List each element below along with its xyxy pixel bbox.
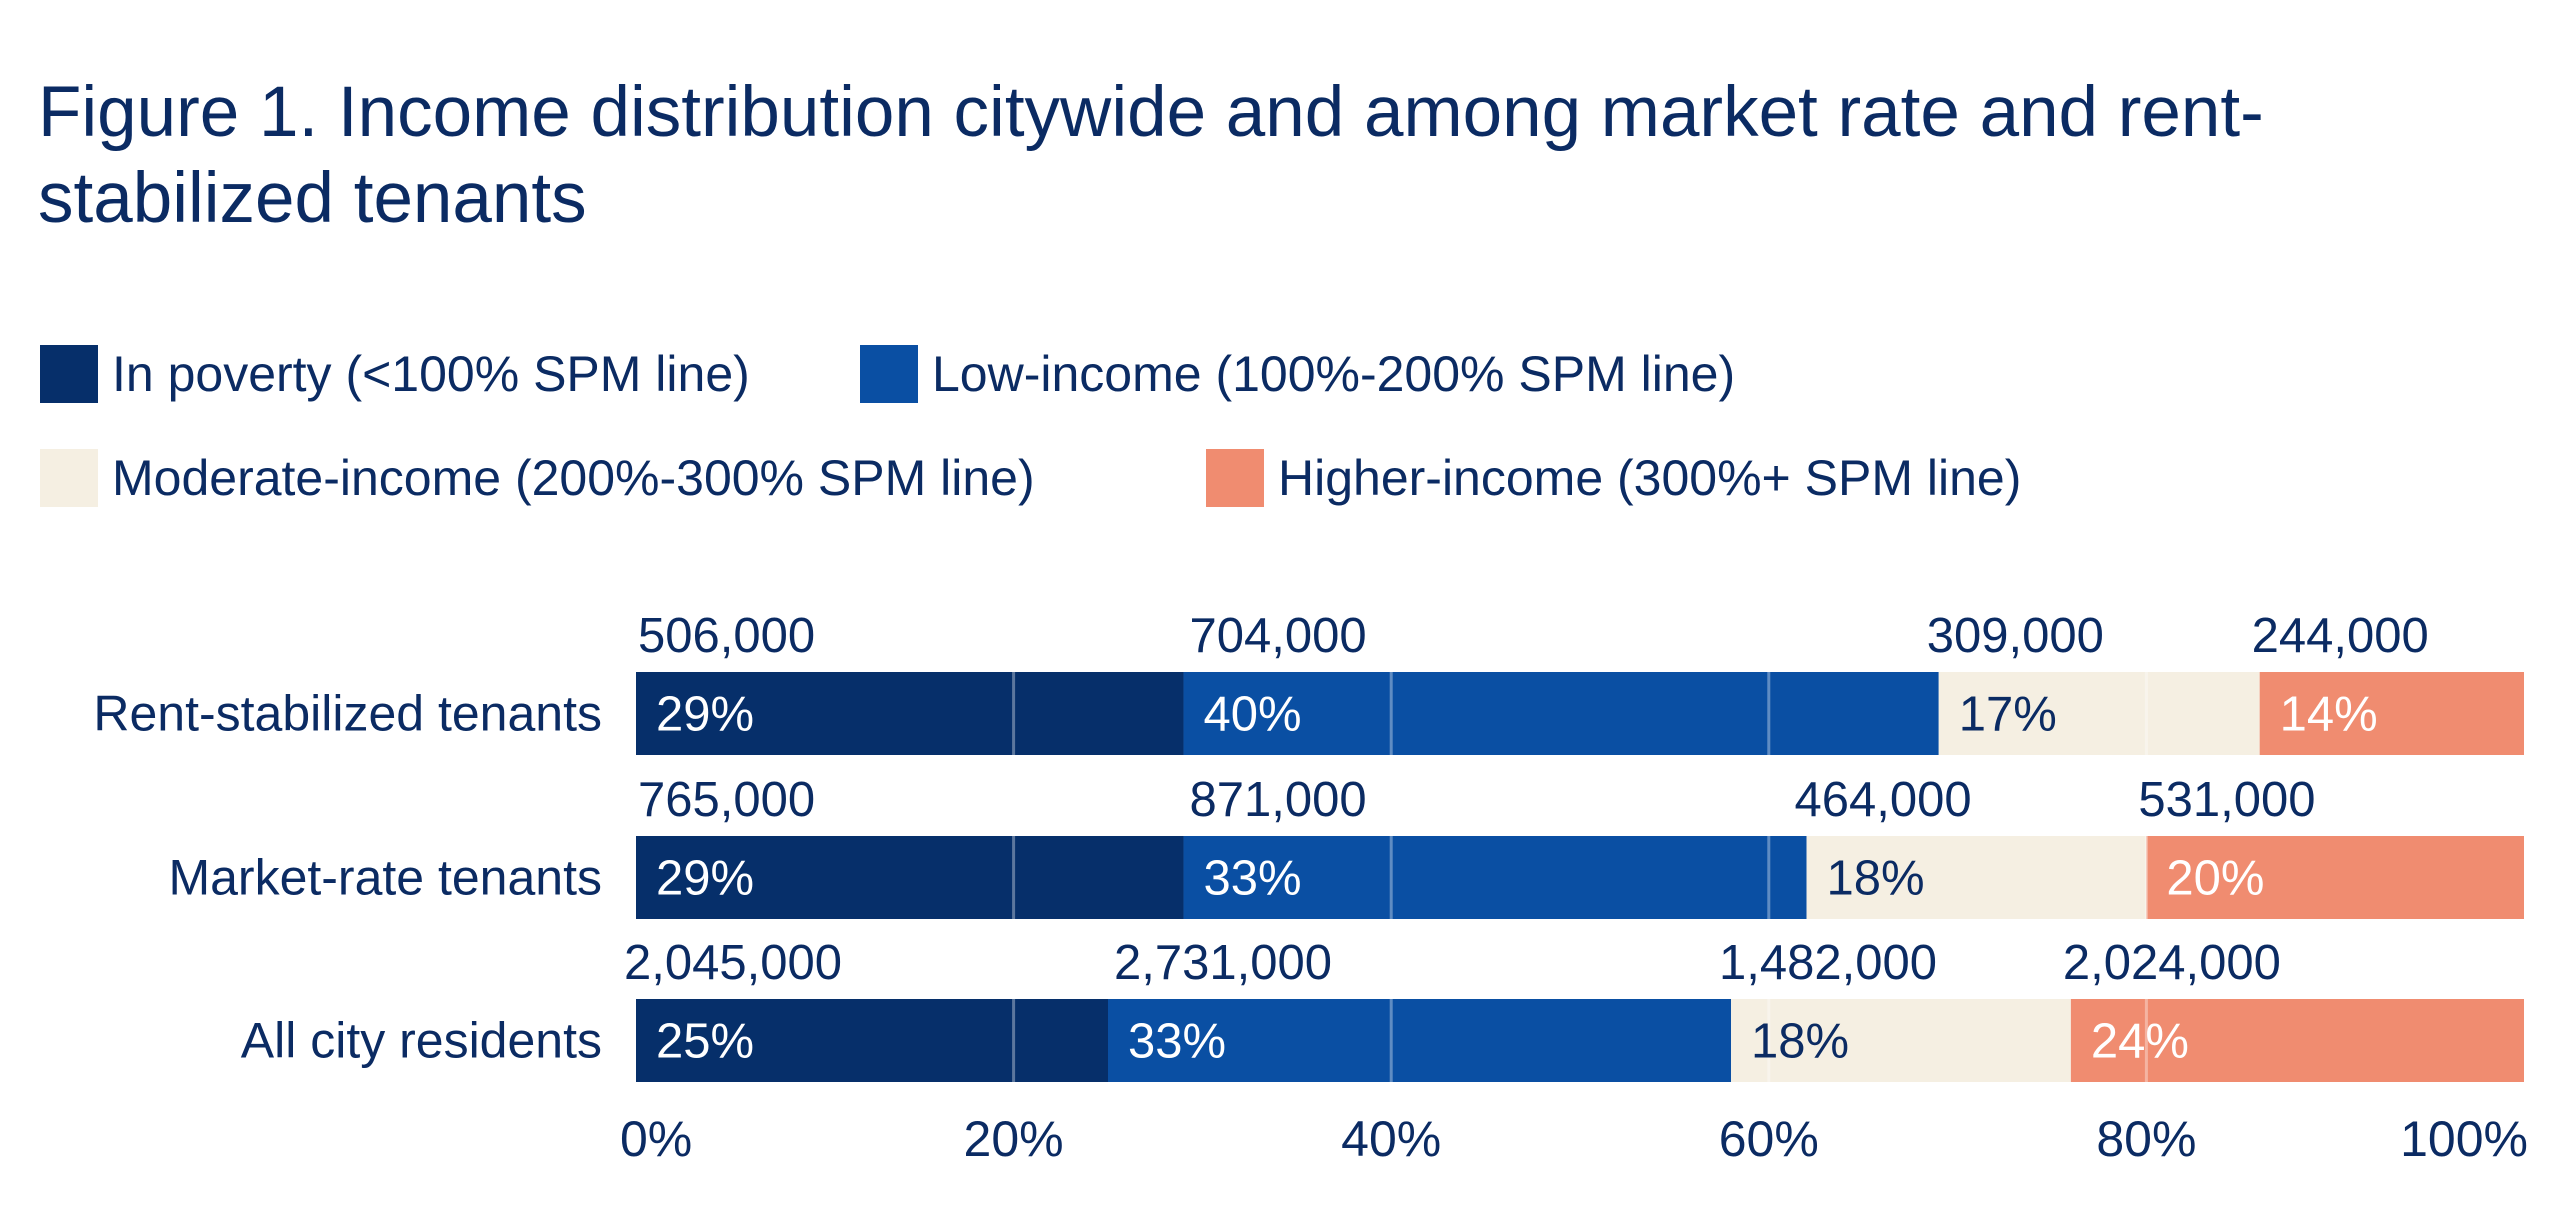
count-label-all-city-residents-1: 2,731,000 — [1114, 936, 1332, 990]
legend-swatch-poverty — [40, 345, 98, 403]
bar-rent-stabilized-tenants-low-income-100-200-spm-line — [1183, 672, 1939, 755]
category-label-market-rate-tenants: Market-rate tenants — [168, 850, 602, 906]
percent-label-all-city-residents-3: 24% — [2091, 1015, 2189, 1069]
category-label-rent-stabilized-tenants: Rent-stabilized tenants — [93, 686, 602, 742]
count-label-all-city-residents-3: 2,024,000 — [2063, 936, 2281, 990]
bar-all-city-residents-low-income-100-200-spm-line — [1108, 999, 1732, 1082]
bar-market-rate-tenants-higher-income-300-spm-line — [2146, 836, 2524, 919]
legend-swatch-higher-income — [1206, 449, 1264, 507]
bar-all-city-residents-moderate-income-200-300-spm-line — [1731, 999, 2071, 1082]
labels-group: Rent-stabilized tenants 29% 506,000 40% 704,… — [93, 609, 2528, 1167]
count-label-rent-stabilized-tenants-3: 244,000 — [2252, 609, 2429, 663]
count-label-all-city-residents-0: 2,045,000 — [624, 936, 842, 990]
x-tick-label-20: 20% — [964, 1111, 1064, 1167]
bar-all-city-residents-higher-income-300-spm-line — [2070, 999, 2524, 1082]
count-label-market-rate-tenants-1: 871,000 — [1190, 773, 1367, 827]
legend-item-poverty: In poverty (<100% SPM line) — [40, 344, 750, 404]
percent-label-market-rate-tenants-3: 20% — [2166, 852, 2264, 906]
count-label-rent-stabilized-tenants-0: 506,000 — [638, 609, 815, 663]
bar-all-city-residents-in-poverty-100-spm-line — [636, 999, 1108, 1082]
count-label-market-rate-tenants-3: 531,000 — [2138, 773, 2315, 827]
bars-group — [636, 672, 2524, 1082]
percent-label-market-rate-tenants-0: 29% — [656, 852, 754, 906]
count-label-rent-stabilized-tenants-1: 704,000 — [1190, 609, 1367, 663]
chart-legend: In poverty (<100% SPM line) Low-income (… — [40, 344, 2440, 514]
count-label-rent-stabilized-tenants-2: 309,000 — [1927, 609, 2104, 663]
legend-item-low-income: Low-income (100%-200% SPM line) — [860, 344, 1735, 404]
percent-label-all-city-residents-0: 25% — [656, 1015, 754, 1069]
legend-item-moderate-income: Moderate-income (200%-300% SPM line) — [40, 448, 1035, 508]
x-tick-label-40: 40% — [1341, 1111, 1441, 1167]
bar-rent-stabilized-tenants-higher-income-300-spm-line — [2259, 672, 2524, 755]
legend-label-higher-income: Higher-income (300%+ SPM line) — [1278, 450, 2022, 506]
percent-label-rent-stabilized-tenants-0: 29% — [656, 688, 754, 742]
chart-title: Figure 1. Income distribution citywide a… — [38, 73, 2264, 238]
bar-rent-stabilized-tenants-moderate-income-200-300-spm-line — [1938, 672, 2260, 755]
x-tick-label-60: 60% — [1719, 1111, 1819, 1167]
legend-item-higher-income: Higher-income (300%+ SPM line) — [1206, 448, 2021, 508]
percent-label-rent-stabilized-tenants-2: 17% — [1959, 688, 2057, 742]
bar-rent-stabilized-tenants-in-poverty-100-spm-line — [636, 672, 1184, 755]
x-tick-label-0: 0% — [620, 1111, 692, 1167]
category-label-all-city-residents: All city residents — [241, 1013, 602, 1069]
bar-market-rate-tenants-moderate-income-200-300-spm-line — [1806, 836, 2147, 919]
bar-market-rate-tenants-low-income-100-200-spm-line — [1183, 836, 1807, 919]
count-label-market-rate-tenants-2: 464,000 — [1795, 773, 1972, 827]
legend-label-moderate-income: Moderate-income (200%-300% SPM line) — [112, 450, 1035, 506]
bar-market-rate-tenants-in-poverty-100-spm-line — [636, 836, 1184, 919]
percent-label-rent-stabilized-tenants-1: 40% — [1204, 688, 1302, 742]
x-tick-label-80: 80% — [2096, 1111, 2196, 1167]
percent-label-market-rate-tenants-1: 33% — [1204, 852, 1302, 906]
legend-swatch-moderate-income — [40, 449, 98, 507]
legend-label-low-income: Low-income (100%-200% SPM line) — [932, 346, 1736, 402]
percent-label-all-city-residents-2: 18% — [1751, 1015, 1849, 1069]
count-label-market-rate-tenants-0: 765,000 — [638, 773, 815, 827]
percent-label-rent-stabilized-tenants-3: 14% — [2280, 688, 2378, 742]
percent-label-market-rate-tenants-2: 18% — [1827, 852, 1925, 906]
count-label-all-city-residents-2: 1,482,000 — [1719, 936, 1937, 990]
legend-label-poverty: In poverty (<100% SPM line) — [112, 346, 750, 402]
legend-swatch-low-income — [860, 345, 918, 403]
gridlines-group — [1012, 672, 2148, 1082]
x-tick-label-100: 100% — [2400, 1111, 2528, 1167]
percent-label-all-city-residents-1: 33% — [1128, 1015, 1226, 1069]
